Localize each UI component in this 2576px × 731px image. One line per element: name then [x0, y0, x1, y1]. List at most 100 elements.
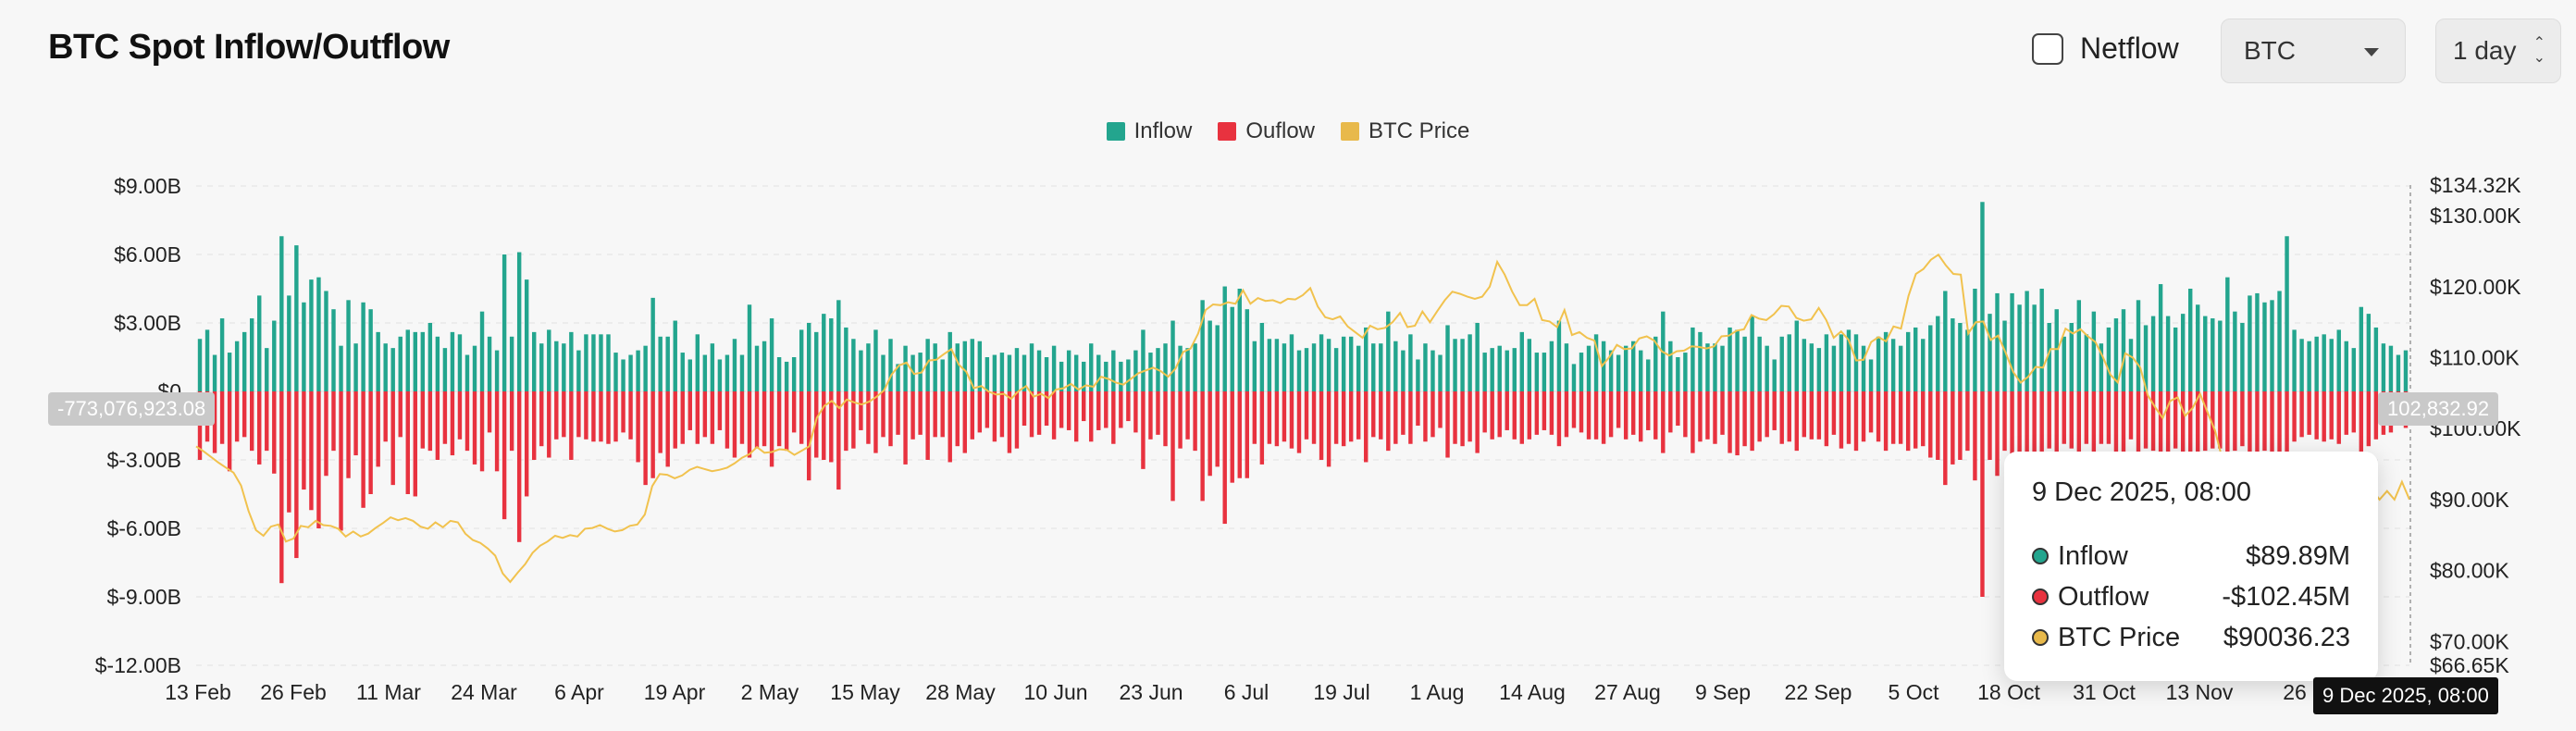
inflow-bar — [1460, 339, 1465, 391]
outflow-bar — [1705, 391, 1710, 440]
x-axis-tick-label: 6 Jul — [1224, 680, 1269, 704]
inflow-bar — [2336, 329, 2341, 391]
outflow-bar — [309, 391, 314, 511]
outflow-bar — [1319, 391, 1324, 460]
outflow-bar — [881, 391, 886, 438]
outflow-bar — [1861, 391, 1866, 442]
asset-select[interactable]: BTC — [2221, 19, 2406, 83]
inflow-bar — [1319, 334, 1324, 391]
inflow-bar — [257, 295, 262, 391]
inflow-bar — [769, 318, 774, 391]
inflow-bar — [673, 320, 677, 391]
inflow-bar — [933, 343, 937, 391]
outflow-bar — [1742, 391, 1747, 447]
inflow-bar — [1289, 334, 1294, 391]
inflow-bar — [2233, 311, 2237, 391]
inflow-bar — [2351, 348, 2357, 391]
outflow-bar — [888, 391, 893, 447]
outflow-bar — [1973, 391, 1977, 481]
legend-item-outflow[interactable]: Ouflow — [1218, 118, 1315, 144]
outflow-bar — [1936, 391, 1940, 460]
inflow-bar — [1208, 320, 1212, 391]
outflow-bar — [405, 391, 410, 494]
inflow-bar — [665, 336, 670, 391]
inflow-bar — [955, 343, 960, 391]
outflow-bar — [1735, 391, 1740, 456]
period-select[interactable]: 1 day ⌃ ⌄ — [2435, 19, 2561, 83]
inflow-bar — [569, 331, 574, 391]
outflow-bar — [851, 391, 856, 449]
inflow-bar — [1928, 325, 1933, 391]
inflow-bar — [2121, 309, 2126, 391]
inflow-bar — [576, 350, 581, 391]
inflow-bar — [2091, 311, 2097, 391]
outflow-bar — [1802, 391, 1807, 438]
inflow-bar — [2285, 236, 2289, 391]
legend-item-btc-price[interactable]: BTC Price — [1341, 118, 1469, 144]
inflow-bar — [554, 341, 559, 391]
btc-price-path — [195, 253, 2410, 584]
netflow-checkbox[interactable] — [2032, 32, 2063, 65]
outflow-bar — [1765, 391, 1769, 438]
outflow-bar — [1646, 391, 1651, 430]
outflow-bar — [628, 391, 633, 440]
left-axis-tick-label: $-6.00B — [106, 516, 181, 540]
inflow-bar — [2054, 309, 2059, 391]
x-axis-tick-label: 14 Aug — [1499, 680, 1566, 704]
x-axis-tick-label: 6 Apr — [554, 680, 604, 704]
outflow-bar — [762, 391, 767, 447]
inflow-bar — [1408, 334, 1413, 391]
outflow-bar — [2173, 391, 2178, 449]
outflow-bar — [1928, 391, 1933, 458]
legend-item-inflow[interactable]: Inflow — [1106, 118, 1192, 144]
outflow-bar — [1096, 391, 1101, 430]
left-axis-tick-label: $6.00B — [114, 242, 181, 266]
outflow-bar — [1497, 391, 1502, 438]
outflow-bar — [1073, 391, 1079, 442]
x-axis-tick-label: 10 Jun — [1023, 680, 1087, 704]
inflow-bar — [1951, 318, 1955, 391]
inflow-bar — [1593, 334, 1599, 391]
outflow-bar — [420, 391, 426, 449]
inflow-bar — [2143, 325, 2149, 391]
inflow-bar — [1772, 359, 1777, 391]
outflow-bar — [658, 391, 663, 453]
outflow-bar — [197, 391, 203, 460]
inflow-bar — [1646, 359, 1651, 391]
outflow-bar — [1111, 391, 1116, 444]
right-axis-tick-label: $120.00K — [2430, 275, 2521, 299]
inflow-bar — [1639, 350, 1643, 391]
inflow-bar — [2329, 339, 2334, 391]
inflow-bar — [242, 331, 247, 391]
inflow-bar — [1534, 353, 1540, 391]
inflow-bar — [1608, 350, 1614, 391]
outflow-bar — [2076, 391, 2082, 460]
netflow-toggle[interactable]: Netflow — [2032, 31, 2179, 66]
inflow-bar — [1371, 343, 1376, 391]
outflow-bar — [2054, 391, 2059, 453]
outflow-bar — [2113, 391, 2119, 456]
inflow-bar — [479, 311, 485, 391]
outflow-bar — [791, 391, 797, 433]
outflow-bar — [2039, 391, 2044, 467]
outflow-bar — [569, 391, 574, 460]
outflow-bar — [717, 391, 723, 430]
inflow-bar — [739, 354, 745, 391]
outflow-bar — [2158, 391, 2163, 469]
inflow-bar — [1296, 350, 1302, 391]
tooltip-name-inflow: Inflow — [2058, 540, 2128, 571]
left-axis-tick-label: $-9.00B — [106, 585, 181, 609]
outflow-bar — [1921, 391, 1926, 447]
right-axis-tick-label: $80.00K — [2430, 559, 2509, 583]
outflow-bar — [1713, 391, 1717, 444]
outflow-bar — [2307, 391, 2311, 435]
inflow-bar — [539, 343, 544, 391]
inflow-bar — [1735, 329, 1740, 391]
x-axis-tick-label: 26 — [2283, 680, 2307, 704]
outflow-bar — [472, 391, 477, 465]
inflow-bar — [1170, 320, 1175, 391]
inflow-bar — [1802, 339, 1807, 391]
outflow-bar — [2010, 391, 2014, 474]
inflow-bar — [197, 339, 203, 391]
